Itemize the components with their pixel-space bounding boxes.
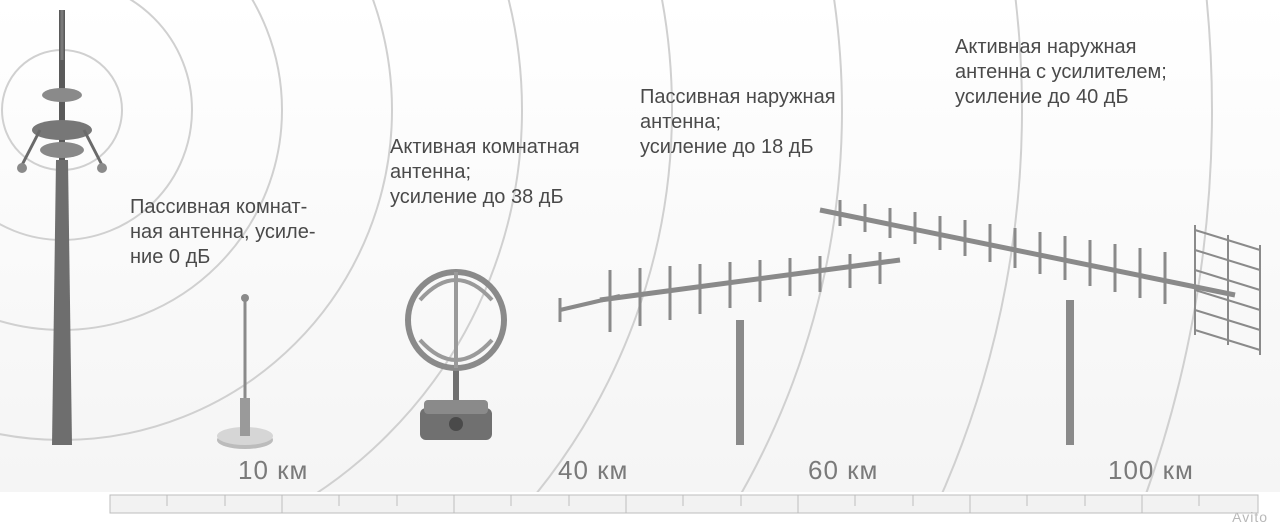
scale-mark-10km: 10 км [238,455,308,486]
active-indoor-antenna-icon [408,272,504,440]
scale-mark-100km: 100 км [1108,455,1194,486]
label-active-indoor: Активная комнатная антенна; усиление до … [390,135,650,210]
label-passive-indoor: Пассивная комнат- ная антенна, усиле- ни… [130,195,390,270]
watermark: Avito [1232,509,1268,525]
passive-outdoor-antenna-icon [560,252,900,445]
active-outdoor-antenna-icon [820,200,1260,445]
diagram-stage: Пассивная комнат- ная антенна, усиле- ни… [0,0,1280,527]
label-passive-outdoor: Пассивная наружная антенна; усиление до … [640,85,900,160]
distance-ruler [110,495,1258,513]
scale-mark-40km: 40 км [558,455,628,486]
broadcast-tower-icon [17,10,107,445]
label-active-outdoor: Активная наружная антенна с усилителем; … [955,35,1255,110]
scale-mark-60km: 60 км [808,455,878,486]
